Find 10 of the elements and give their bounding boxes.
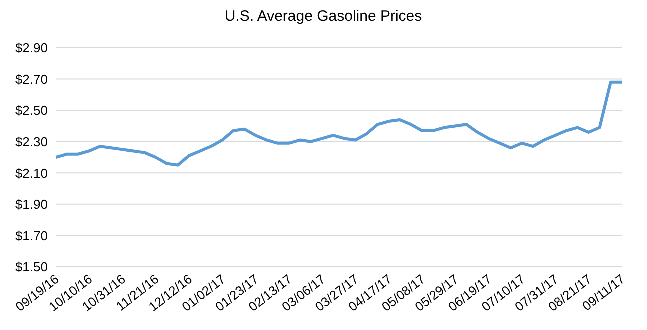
y-tick-label: $2.70 (15, 72, 48, 87)
y-tick-label: $1.70 (15, 228, 48, 244)
line-series (56, 80, 622, 167)
y-tick-label: $1.90 (15, 197, 48, 212)
y-tick-label: $1.50 (15, 260, 48, 275)
chart-title: U.S. Average Gasoline Prices (224, 8, 424, 25)
y-tick-label: $2.50 (15, 103, 48, 118)
y-tick-label: $2.90 (15, 40, 48, 56)
y-tick-label: $2.10 (15, 166, 48, 181)
y-tick-label: $2.30 (15, 134, 48, 150)
